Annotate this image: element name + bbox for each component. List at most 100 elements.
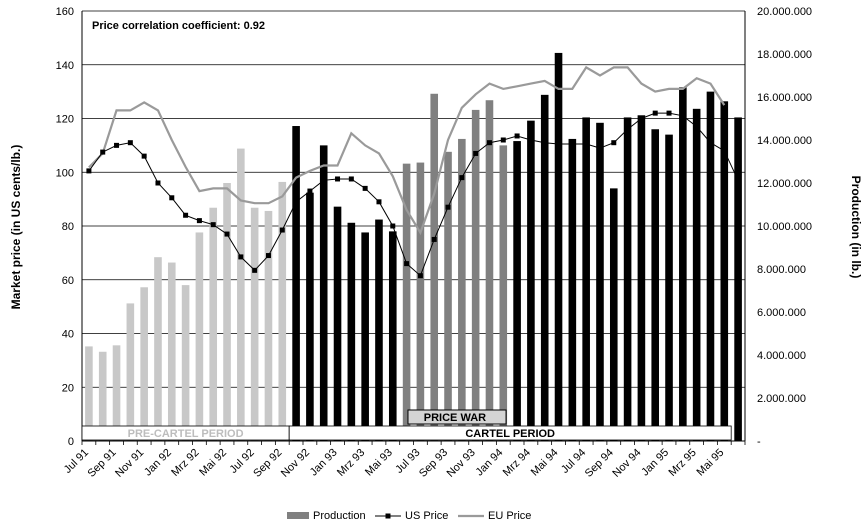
x-tick-label: Mrz 92 [169, 447, 201, 479]
production-bar [181, 285, 190, 441]
us-price-marker [321, 177, 327, 183]
us-price-marker [721, 148, 727, 154]
us-price-marker [348, 176, 354, 182]
production-bar [444, 151, 452, 441]
right-tick-label: - [757, 436, 761, 448]
x-tick-label: Nov 93 [445, 447, 478, 480]
right-tick-label: 16.000.000 [757, 92, 812, 104]
us-price-marker [583, 141, 589, 147]
us-price-marker [680, 113, 686, 119]
production-bar [430, 93, 439, 442]
legend-label-eu-price: EU Price [488, 510, 531, 522]
x-tick-label: Mrz 94 [501, 447, 533, 479]
right-axis-ticks: - 2.000.000 4.000.000 6.000.000 8.000.000 10.… [757, 6, 812, 448]
right-tick-label: 14.000.000 [757, 135, 812, 147]
x-tick-label: Mrz 93 [335, 447, 367, 479]
y-axis-left-title: Market price (in US cents/lb.) [9, 145, 23, 310]
us-price-marker [459, 175, 465, 181]
production-bar [720, 101, 729, 442]
us-price-marker [252, 267, 258, 273]
correlation-annotation: Price correlation coefficient: 0.92 [92, 20, 265, 32]
us-price-marker [238, 254, 244, 260]
us-price-marker [196, 218, 202, 224]
left-tick-label: 80 [62, 221, 74, 233]
us-price-marker [141, 153, 147, 159]
price-war-label: PRICE WAR [424, 412, 486, 424]
production-bar [540, 94, 549, 441]
production-bar [706, 91, 715, 441]
x-tick-label: Nov 94 [610, 447, 643, 480]
us-price-marker [569, 141, 575, 147]
production-bar [458, 138, 466, 442]
us-price-marker [210, 222, 216, 228]
production-bar [306, 192, 314, 441]
us-price-marker [528, 137, 534, 143]
production-bar [223, 183, 231, 441]
us-price-marker [666, 110, 672, 116]
left-tick-label: 100 [56, 167, 74, 179]
us-price-marker [694, 124, 700, 130]
production-bar [278, 181, 287, 442]
us-price-marker [611, 140, 617, 146]
legend-swatch-production [287, 512, 309, 519]
left-tick-label: 120 [56, 114, 74, 126]
left-tick-label: 160 [56, 6, 74, 18]
axes [81, 11, 746, 445]
us-price-marker [362, 185, 368, 191]
us-price-marker [390, 223, 396, 229]
production-bar [527, 120, 535, 442]
cartel-period-label: CARTEL PERIOD [465, 428, 555, 440]
grid-lines [82, 10, 745, 388]
production-bar [485, 100, 494, 441]
us-price-marker [183, 212, 189, 218]
production-bar [499, 145, 508, 441]
x-tick-label: Sep 91 [85, 447, 118, 480]
x-tick-label: Nov 91 [113, 447, 146, 480]
x-tick-label: Jan 93 [308, 447, 340, 479]
production-bar [126, 303, 135, 441]
production-bar [513, 141, 521, 441]
production-bar [471, 109, 480, 442]
right-tick-label: 12.000.000 [757, 178, 812, 190]
production-bar [692, 108, 701, 441]
right-tick-label: 10.000.000 [757, 221, 812, 233]
production-bar [319, 145, 328, 441]
left-tick-label: 60 [62, 275, 74, 287]
legend-marker-us-price [385, 513, 391, 519]
us-price-marker [114, 142, 120, 148]
us-price-marker [100, 149, 106, 155]
left-axis-ticks: 0 20 40 60 80 100 120 140 160 [56, 6, 74, 448]
us-price-marker [473, 150, 479, 156]
us-price-marker [155, 180, 161, 186]
left-tick-label: 20 [62, 382, 74, 394]
us-price-marker [542, 140, 548, 146]
annotation-background [84, 14, 270, 34]
production-bar [554, 52, 563, 442]
x-tick-label: Mrz 95 [667, 447, 699, 479]
production-bar [582, 117, 590, 442]
us-price-marker [500, 137, 506, 143]
us-price-marker [86, 168, 92, 174]
x-tick-label: Jan 94 [474, 447, 506, 479]
us-price-marker [652, 110, 658, 116]
us-price-marker [279, 227, 285, 233]
production-bar [734, 117, 742, 442]
production-bar [209, 207, 218, 441]
production-bars [85, 52, 742, 442]
left-tick-label: 140 [56, 60, 74, 72]
x-tick-label: Mai 94 [529, 447, 561, 479]
production-bar [623, 117, 632, 442]
production-bar [112, 345, 121, 441]
period-labels: PRE-CARTEL PERIOD CARTEL PERIOD PRICE WAR [81, 409, 732, 441]
us-price-marker [404, 261, 410, 267]
production-bar [250, 207, 259, 441]
x-tick-label: Mai 92 [197, 447, 229, 479]
right-tick-label: 4.000.000 [757, 350, 806, 362]
x-tick-label: Nov 92 [279, 447, 312, 480]
us-price-marker [335, 176, 341, 182]
x-tick-label: Jan 95 [639, 447, 671, 479]
us-price-marker [556, 141, 562, 147]
x-tick-label: Jan 92 [142, 447, 174, 479]
cartel-period-box [288, 425, 732, 441]
